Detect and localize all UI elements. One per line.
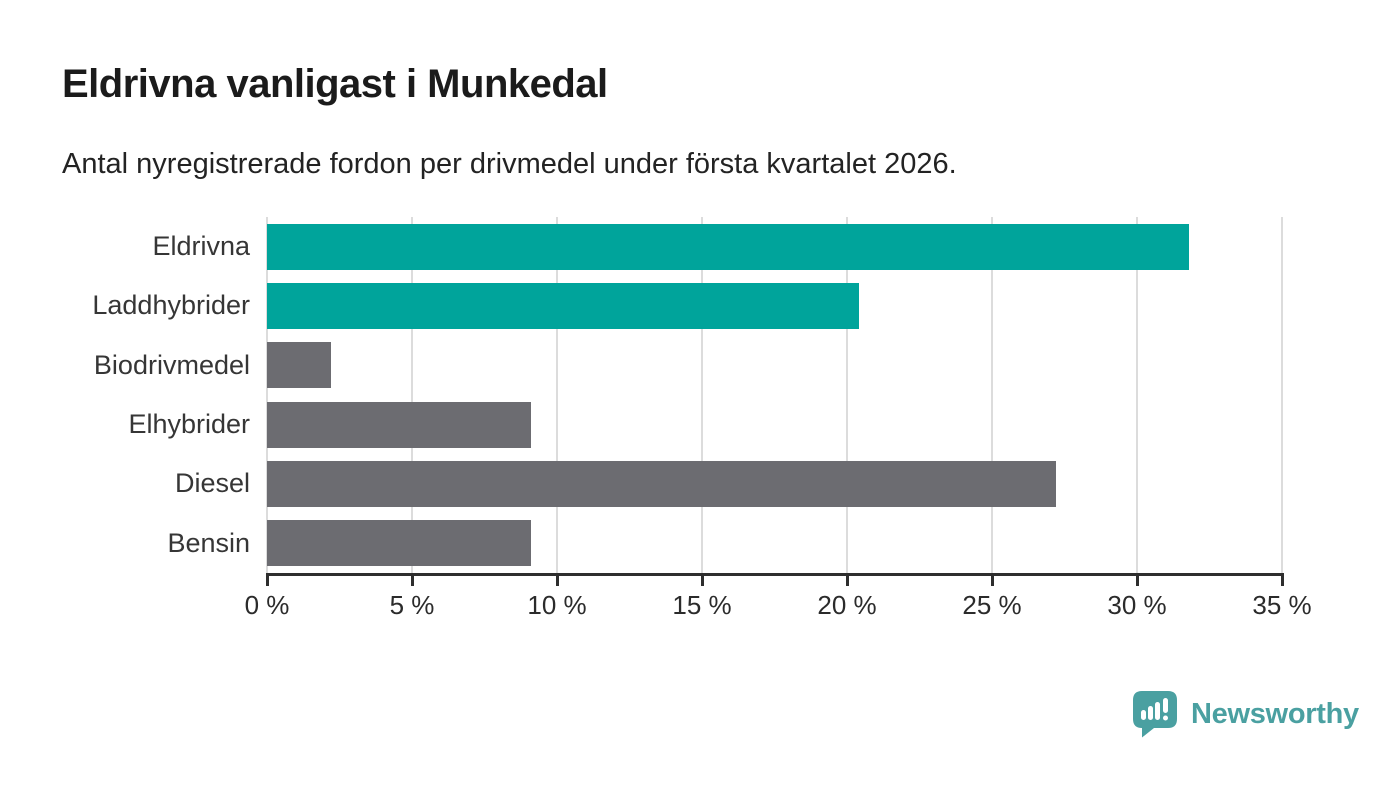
x-tick-label-10pct: 10 %: [527, 590, 587, 620]
bar-bensin: [267, 520, 531, 567]
x-tick-label-25pct: 25 %: [962, 590, 1022, 620]
gridline-20pct: [846, 217, 848, 573]
gridline-0pct: [266, 217, 268, 573]
gridline-25pct: [991, 217, 993, 573]
x-axis-tick-20pct: [846, 573, 849, 586]
gridline-30pct: [1136, 217, 1138, 573]
newsworthy-logo: Newsworthy: [1132, 690, 1359, 738]
gridline-10pct: [556, 217, 558, 573]
x-tick-label-20pct: 20 %: [817, 590, 877, 620]
category-label-biodrivmedel: Biodrivmedel: [93, 349, 250, 380]
x-axis-tick-15pct: [701, 573, 704, 586]
x-axis-line: [266, 573, 1284, 576]
bar-elhybrider: [267, 401, 531, 448]
x-tick-label-15pct: 15 %: [672, 590, 732, 620]
chart-title: Eldrivna vanligast i Munkedal: [62, 62, 608, 106]
x-tick-label-35pct: 35 %: [1252, 590, 1312, 620]
x-axis-tick-10pct: [556, 573, 559, 586]
x-tick-label-0pct: 0 %: [244, 590, 290, 620]
x-axis-tick-25pct: [991, 573, 994, 586]
x-tick-label-5pct: 5 %: [389, 590, 435, 620]
category-label-laddhybrider: Laddhybrider: [92, 290, 250, 321]
category-label-diesel: Diesel: [174, 468, 250, 499]
speech-bubble-bar-chart-icon: [1133, 691, 1177, 738]
category-label-eldrivna: Eldrivna: [152, 231, 250, 261]
x-axis-tick-5pct: [411, 573, 414, 586]
x-axis-tick-35pct: [1281, 573, 1284, 586]
gridline-35pct: [1281, 217, 1283, 573]
category-label-elhybrider: Elhybrider: [128, 409, 250, 439]
newsworthy-logo-text: Newsworthy: [1191, 697, 1359, 730]
x-axis-tick-30pct: [1136, 573, 1139, 586]
chart-subtitle: Antal nyregistrerade fordon per drivmede…: [62, 148, 957, 180]
category-label-bensin: Bensin: [167, 527, 250, 558]
bar-laddhybrider: [267, 283, 859, 329]
bar-diesel: [267, 461, 1056, 507]
bar-biodrivmedel: [267, 342, 331, 389]
gridline-5pct: [411, 217, 413, 573]
x-axis-tick-0pct: [266, 573, 269, 586]
x-tick-label-30pct: 30 %: [1107, 590, 1167, 620]
gridline-15pct: [701, 217, 703, 573]
bar-eldrivna: [267, 223, 1190, 270]
